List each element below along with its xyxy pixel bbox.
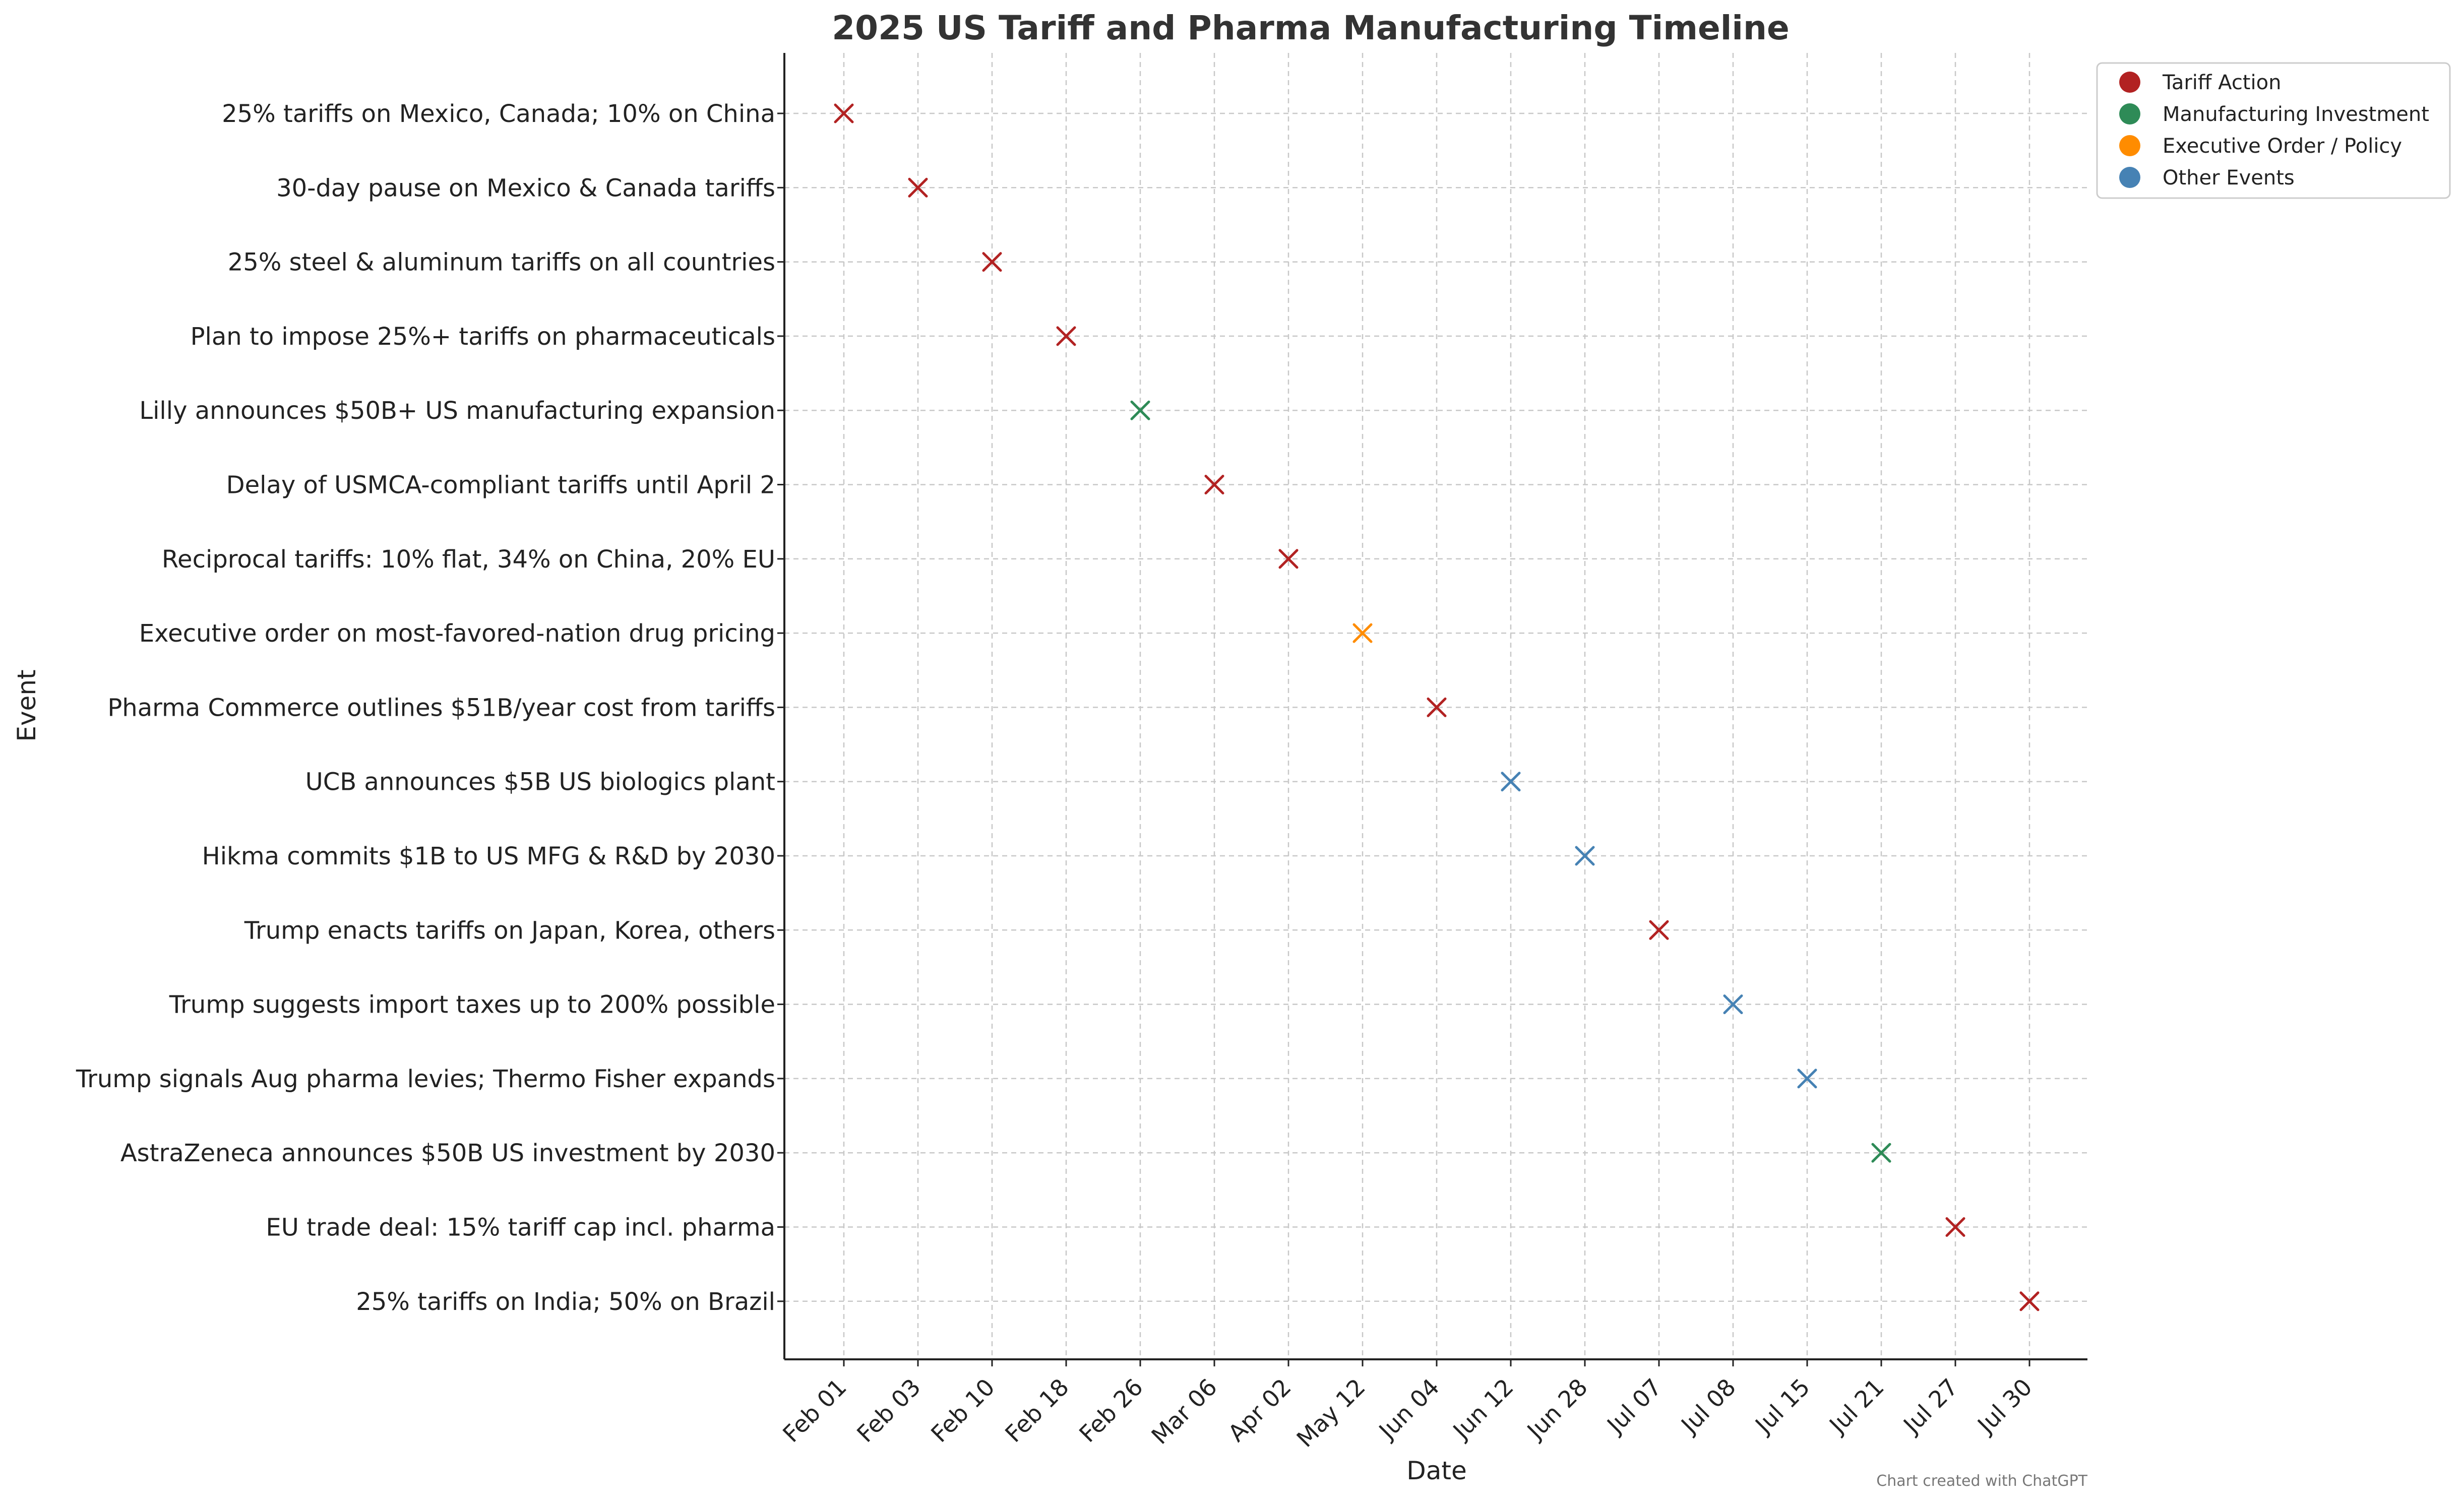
x-tick-label: Jul 15 [1749,1373,1815,1439]
y-tick-label: Trump suggests import taxes up to 200% p… [169,991,775,1019]
legend-label: Other Events [2163,166,2295,190]
y-tick-label: 25% tariffs on India; 50% on Brazil [356,1288,775,1316]
y-tick-label: Delay of USMCA-compliant tariffs until A… [226,471,775,499]
y-tick-labels: 25% tariffs on Mexico, Canada; 10% on Ch… [76,100,784,1316]
x-tick-label: Jul 27 [1897,1373,1963,1439]
grid-lines [784,53,2087,1359]
x-tick-label: Feb 26 [1074,1373,1148,1448]
x-tick-label: Feb 18 [1000,1373,1074,1448]
legend: Tariff Action Manufacturing Investment Exe… [2096,62,2451,199]
event-marker [1797,1069,1817,1089]
y-axis-label: Event [12,669,41,741]
y-tick-label: Trump enacts tariffs on Japan, Korea, ot… [244,916,775,945]
event-marker [1649,920,1669,940]
y-tick-label: Hikma commits $1B to US MFG & R&D by 203… [202,842,775,870]
legend-label: Executive Order / Policy [2163,135,2402,158]
event-marker [1427,697,1447,717]
legend-marker [2119,167,2140,188]
y-tick-label: Plan to impose 25%+ tariffs on pharmaceu… [191,323,775,351]
legend-label: Manufacturing Investment [2163,103,2429,126]
event-marker [834,103,854,123]
event-marker [1204,475,1224,494]
x-tick-label: May 12 [1291,1373,1371,1453]
x-tick-label: Jul 08 [1675,1373,1741,1439]
legend-marker [2119,103,2140,124]
event-marker [1723,994,1743,1015]
chart-title: 2025 US Tariff and Pharma Manufacturing … [832,9,1790,47]
y-tick-label: Lilly announces $50B+ US manufacturing e… [139,397,775,425]
y-tick-label: UCB announces $5B US biologics plant [305,768,775,796]
x-tick-label: Jun 12 [1447,1373,1519,1446]
legend-marker [2119,72,2140,93]
y-tick-label: Trump signals Aug pharma levies; Thermo … [76,1065,775,1093]
event-marker [1056,326,1076,346]
event-marker [2019,1291,2040,1311]
x-tick-label: Feb 10 [926,1373,1000,1448]
event-markers [834,103,2040,1311]
y-tick-label: 25% steel & aluminum tariffs on all coun… [228,248,775,277]
x-tick-label: Feb 03 [851,1373,926,1448]
event-marker [1278,549,1299,569]
event-marker [908,177,928,198]
x-tick-label: Jul 07 [1600,1373,1667,1439]
legend-label: Tariff Action [2162,71,2281,94]
y-tick-label: AstraZeneca announces $50B US investment… [120,1139,775,1167]
event-marker [982,252,1002,272]
y-tick-label: Reciprocal tariffs: 10% flat, 34% on Chi… [162,545,775,574]
x-tick-label: Jun 04 [1373,1373,1445,1446]
x-tick-label: Jul 30 [1971,1373,2037,1439]
event-marker [1130,400,1150,420]
y-tick-label: EU trade deal: 15% tariff cap incl. phar… [266,1214,775,1242]
x-axis-label: Date [1406,1456,1467,1485]
x-tick-label: Jul 21 [1823,1373,1889,1439]
event-marker [1945,1217,1965,1237]
x-tick-label: Mar 06 [1146,1373,1222,1450]
credit-note: Chart created with ChatGPT [1876,1472,2087,1490]
legend-frame [2096,62,2451,199]
legend-marker [2119,135,2140,156]
event-marker [1871,1143,1891,1163]
event-marker [1501,772,1521,792]
x-tick-label: Apr 02 [1223,1373,1297,1447]
y-tick-label: 25% tariffs on Mexico, Canada; 10% on Ch… [222,100,775,128]
x-tick-label: Feb 01 [777,1373,852,1448]
y-tick-label: 30-day pause on Mexico & Canada tariffs [276,174,775,202]
x-tick-label: Jun 28 [1521,1373,1593,1446]
y-tick-label: Executive order on most-favored-nation d… [139,619,775,648]
event-marker [1352,623,1373,643]
y-tick-label: Pharma Commerce outlines $51B/year cost … [107,694,775,722]
event-marker [1575,846,1595,866]
